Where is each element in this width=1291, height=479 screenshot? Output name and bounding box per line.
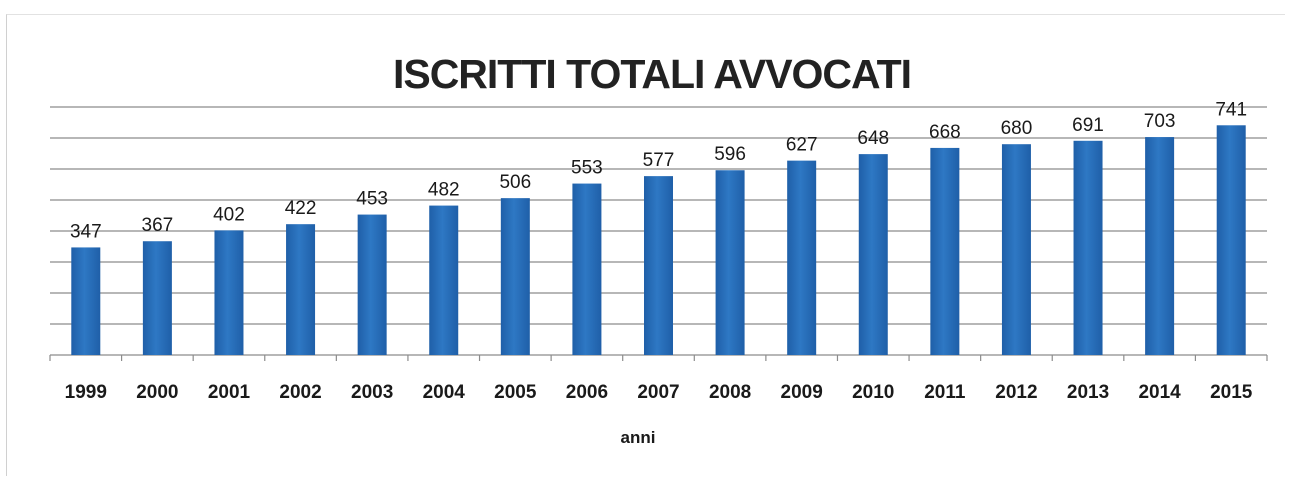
chart-title: ISCRITTI TOTALI AVVOCATI [393, 51, 911, 97]
chart-frame [6, 14, 1285, 476]
x-tick-label: 2013 [1067, 382, 1109, 403]
x-tick-label: 2007 [637, 382, 679, 403]
data-labels: 347 367 402 422 453 482 506 553 577 596 627 648 668 6… [70, 99, 1247, 242]
data-label: 367 [142, 215, 174, 236]
bar [1145, 137, 1175, 355]
x-axis-title: anni [621, 428, 656, 447]
x-tick-label: 2011 [924, 382, 966, 403]
x-tick-label: 2008 [709, 382, 751, 403]
data-label: 402 [213, 204, 245, 225]
x-tick-label: 2015 [1210, 382, 1253, 403]
data-label: 553 [571, 158, 603, 179]
x-tick-label: 2001 [208, 382, 251, 403]
data-label: 703 [1144, 111, 1176, 132]
data-label: 668 [929, 122, 961, 143]
data-label: 577 [643, 150, 675, 171]
bar [858, 154, 888, 355]
data-label: 422 [285, 198, 317, 219]
x-tick-label: 2003 [351, 382, 393, 403]
bar [142, 241, 172, 355]
x-tick-label: 2009 [781, 382, 823, 403]
bar [71, 247, 101, 355]
bar [1216, 125, 1246, 355]
x-tick-label: 1999 [65, 382, 107, 403]
bar [572, 183, 602, 355]
x-tick-label: 2014 [1138, 382, 1181, 403]
data-label: 627 [786, 135, 818, 156]
bar [357, 214, 387, 355]
x-tick-label: 2010 [852, 382, 894, 403]
bar [429, 205, 459, 355]
data-label: 347 [70, 221, 102, 242]
bar [1073, 140, 1103, 355]
data-label: 741 [1215, 99, 1247, 120]
data-label: 596 [714, 144, 746, 165]
data-label: 453 [356, 189, 388, 210]
data-label: 648 [857, 128, 889, 149]
x-tick-label: 2012 [995, 382, 1037, 403]
bar [500, 198, 530, 355]
data-label: 691 [1072, 115, 1104, 136]
bar [930, 147, 960, 355]
bar [787, 160, 817, 355]
data-label: 506 [499, 172, 531, 193]
bar [1001, 144, 1031, 355]
x-tick-label: 2006 [566, 382, 608, 403]
bars [71, 125, 1246, 355]
x-tick-label: 2005 [494, 382, 537, 403]
x-axis [49, 354, 1268, 361]
bar [286, 224, 316, 355]
x-tick-labels: 1999 2000 2001 2002 2003 2004 2005 2006 2007 2008… [65, 382, 1253, 403]
bar [644, 176, 673, 355]
x-tick-label: 2002 [279, 382, 321, 403]
data-label: 680 [1001, 118, 1033, 139]
data-label: 482 [428, 180, 460, 201]
bar [715, 170, 745, 355]
x-tick-label: 2000 [136, 382, 178, 403]
x-tick-label: 2004 [423, 382, 466, 403]
bar [214, 230, 244, 355]
